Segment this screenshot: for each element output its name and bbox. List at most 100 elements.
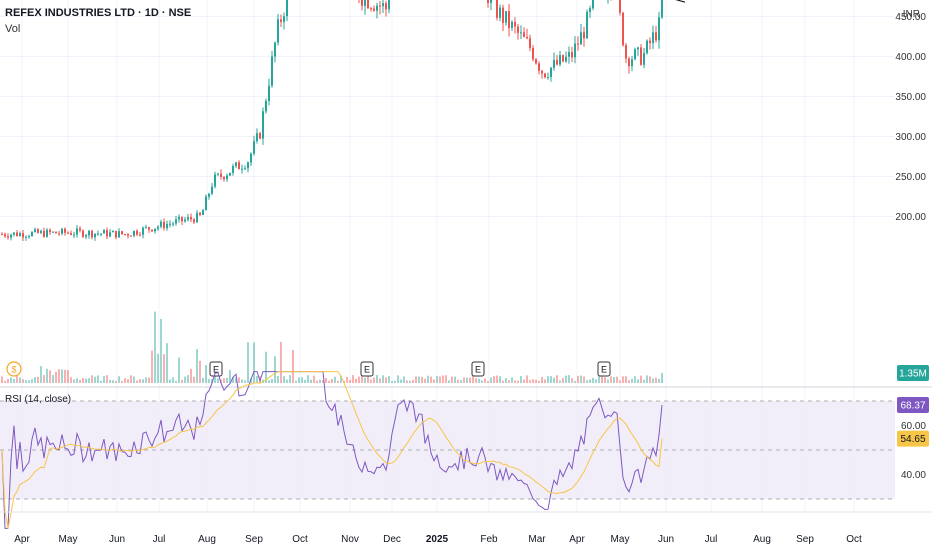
volume-bar (565, 375, 567, 383)
volume-bar (22, 379, 24, 383)
volume-bar (445, 375, 447, 383)
volume-bar (94, 376, 96, 383)
volume-bar (598, 375, 600, 383)
candle-body (142, 227, 144, 235)
candle-body (100, 233, 102, 235)
volume-bar (439, 376, 441, 383)
volume-bar (268, 380, 270, 383)
volume-bar (547, 376, 549, 383)
volume-bar (169, 379, 171, 383)
volume-bar (193, 376, 195, 383)
volume-bar (361, 375, 363, 383)
volume-bar (181, 379, 183, 383)
earnings-icon (360, 361, 374, 377)
volume-bar (526, 375, 528, 383)
volume-bar (52, 375, 54, 383)
candle-body (499, 7, 501, 18)
candle-body (622, 12, 624, 46)
volume-bar (322, 380, 324, 383)
candle-body (580, 32, 582, 45)
volume-bar (550, 376, 552, 383)
candle-body (373, 8, 375, 11)
volume-bar (238, 377, 240, 383)
volume-bar (370, 379, 372, 383)
candle-body (238, 162, 240, 170)
rsi-line (1, 371, 663, 529)
candle-body (217, 173, 219, 175)
volume-bar (613, 377, 615, 383)
volume-bar (43, 374, 45, 383)
candle-body (370, 8, 372, 10)
candle-body (241, 168, 243, 170)
volume-bar (505, 378, 507, 383)
volume-bar (553, 377, 555, 383)
volume-bar (37, 376, 39, 383)
volume-bar (1, 376, 3, 383)
volume-bar (118, 376, 120, 383)
volume-bar (202, 377, 204, 383)
volume-bar (358, 376, 360, 383)
x-tick-label: Jun (109, 534, 125, 545)
volume-bar (325, 377, 327, 383)
volume-bar (25, 380, 27, 383)
candle-body (145, 227, 147, 229)
candle-body (640, 47, 642, 65)
rsi-label: RSI (14, close) (5, 394, 71, 405)
candle-body (214, 174, 216, 187)
candle-body (583, 32, 585, 39)
volume-bar (154, 311, 156, 383)
candle-body (169, 223, 171, 225)
candle-body (121, 231, 123, 235)
volume-bar (538, 380, 540, 383)
x-tick-label: Apr (569, 534, 585, 545)
candle-body (10, 234, 12, 238)
volume-bar (277, 376, 279, 383)
volume-bar (430, 376, 432, 383)
volume-bar (610, 376, 612, 383)
volume-bar (577, 375, 579, 383)
volume-bar (355, 378, 357, 383)
y-tick-label: 300.00 (895, 132, 926, 143)
volume-bar (607, 379, 609, 383)
volume-bar (532, 379, 534, 383)
volume-bar (58, 369, 60, 383)
candle-body (496, 0, 498, 18)
volume-bar (184, 376, 186, 383)
candle-body (268, 85, 270, 101)
volume-bar (292, 349, 294, 383)
volume-bar (406, 380, 408, 383)
volume-bar (172, 377, 174, 383)
chart-title: REFEX INDUSTRIES LTD · 1D · NSE (5, 7, 192, 19)
dividend-label: $ (11, 365, 16, 375)
candle-body (574, 43, 576, 58)
y-tick-label: 250.00 (895, 172, 926, 183)
candle-body (256, 133, 258, 142)
earnings-label: E (213, 365, 219, 375)
volume-bar (244, 380, 246, 383)
volume-bar (655, 377, 657, 383)
volume-bar (232, 377, 234, 383)
volume-bar (31, 379, 33, 383)
candle-body (379, 5, 381, 7)
volume-bar (73, 379, 75, 383)
candle-body (637, 47, 639, 50)
currency-label[interactable]: INR (902, 9, 920, 20)
candle-body (508, 11, 510, 28)
candle-body (190, 217, 192, 220)
x-tick-label: Apr (14, 534, 30, 545)
rsi-badge-bg (897, 396, 929, 413)
candle-body (553, 59, 555, 68)
volume-bar (289, 375, 291, 383)
candle-body (517, 26, 519, 33)
candle-body (52, 231, 54, 233)
x-tick-label: Nov (341, 534, 359, 545)
dividend-icon (6, 361, 22, 377)
volume-bar (562, 378, 564, 383)
candle-body (376, 5, 378, 11)
candle-body (55, 231, 57, 234)
volume-bar (7, 378, 9, 383)
x-tick-label: Oct (846, 534, 862, 545)
volume-bar (100, 380, 102, 383)
volume-bar (658, 378, 660, 383)
